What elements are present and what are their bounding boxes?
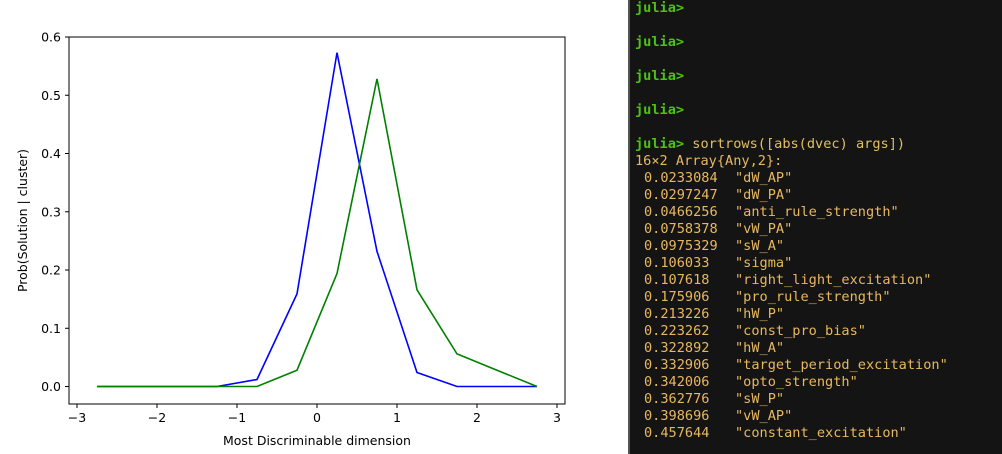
output-row: 0.0758378 "vW_PA" [635,221,1002,238]
x-tick-label: 3 [553,410,561,425]
output-row: 0.332906 "target_period_excitation" [635,357,1002,374]
row-value: 0.213226 [644,306,710,322]
julia-prompt: julia> [635,68,685,84]
y-tick-label: 0.1 [41,321,61,336]
prompt-line: julia> [635,34,1002,51]
output-row: 0.223262 "const_pro_bias" [635,323,1002,340]
output-row: 0.175906 "pro_rule_strength" [635,289,1002,306]
output-row: 0.107618 "right_light_excitation" [635,272,1002,289]
row-value: 0.107618 [644,272,710,288]
row-name: "target_period_excitation" [735,357,948,373]
row-name: "constant_excitation" [735,425,907,441]
row-value: 0.0297247 [644,187,718,203]
row-name: "hW_A" [735,340,785,356]
terminal-output: julia> julia> julia> julia> julia> sortrows(… [635,0,1002,442]
series-line-1 [97,78,538,388]
row-name: "vW_AP" [735,408,793,424]
row-value: 0.106033 [644,255,710,271]
y-tick-label: 0.0 [41,379,61,394]
row-name: "const_pro_bias" [735,323,866,339]
blank-line [635,119,1002,136]
blank-line [635,51,1002,68]
x-tick-label: −3 [68,410,86,425]
prompt-line: julia> [635,0,1002,17]
row-value: 0.457644 [644,425,710,441]
x-axis-label: Most Discriminable dimension [223,433,411,448]
row-value: 0.322892 [644,340,710,356]
line-chart: −3 −2 −1 0 1 2 3 0.0 0.1 0.2 0.3 0.4 0.5 0.6 Most Disc… [15,30,566,448]
output-row: 0.0975329 "sW_A" [635,238,1002,255]
row-value: 0.223262 [644,323,710,339]
row-value: 0.0233084 [644,170,718,186]
blank-line [635,85,1002,102]
prompt-line: julia> [635,102,1002,119]
x-tick-label: −2 [148,410,166,425]
x-tick-label: 1 [393,410,401,425]
row-value: 0.342006 [644,374,710,390]
blank-line [635,17,1002,34]
y-tick-label: 0.2 [41,263,61,278]
row-name: "vW_PA" [735,221,793,237]
row-value: 0.0758378 [644,221,718,237]
command-text: sortrows([abs(dvec) args]) [684,136,906,152]
y-tick-label: 0.3 [41,204,61,219]
x-tick-label: −1 [228,410,246,425]
julia-prompt: julia> [635,34,685,50]
output-row: 0.213226 "hW_P" [635,306,1002,323]
output-row: 0.398696 "vW_AP" [635,408,1002,425]
row-name: "pro_rule_strength" [735,289,891,305]
row-name: "sigma" [735,255,793,271]
row-name: "right_light_excitation" [735,272,932,288]
row-value: 0.175906 [644,289,710,305]
x-tick-label: 2 [473,410,481,425]
row-value: 0.0466256 [644,204,718,220]
row-value: 0.362776 [644,391,710,407]
plot-window: −3 −2 −1 0 1 2 3 0.0 0.1 0.2 0.3 0.4 0.5 0.6 Most Disc… [15,29,566,448]
output-row: 0.0297247 "dW_PA" [635,187,1002,204]
output-row: 0.0233084 "dW_AP" [635,170,1002,187]
row-name: "anti_rule_strength" [735,204,899,220]
y-tick-label: 0.6 [41,30,61,45]
julia-prompt: julia> [635,0,685,16]
julia-prompt: julia> [635,136,685,152]
array-header: 16×2 Array{Any,2}: [635,153,783,169]
output-row: 0.106033 "sigma" [635,255,1002,272]
y-tick-label: 0.5 [41,88,61,103]
julia-terminal[interactable]: julia> julia> julia> julia> julia> sortrows(… [628,0,1002,454]
prompt-line: julia> [635,68,1002,85]
row-name: "sW_A" [735,238,785,254]
output-row: 0.362776 "sW_P" [635,391,1002,408]
row-name: "dW_PA" [735,187,793,203]
series-line-0 [97,52,537,388]
x-tick-label: 0 [313,410,321,425]
row-name: "sW_P" [735,391,785,407]
row-name: "hW_P" [735,306,785,322]
y-tick-label: 0.4 [41,146,61,161]
output-row: 0.0466256 "anti_rule_strength" [635,204,1002,221]
command-line: julia> sortrows([abs(dvec) args]) [635,136,1002,153]
row-name: "opto_strength" [735,374,858,390]
axes-frame [68,36,566,405]
row-value: 0.398696 [644,408,710,424]
row-name: "dW_AP" [735,170,793,186]
y-axis-label: Prob(Solution | cluster) [15,149,30,292]
julia-prompt: julia> [635,102,685,118]
row-value: 0.0975329 [644,238,718,254]
output-row: 0.457644 "constant_excitation" [635,425,1002,442]
output-header: 16×2 Array{Any,2}: [635,153,1002,170]
output-row: 0.322892 "hW_A" [635,340,1002,357]
row-value: 0.332906 [644,357,710,373]
output-row: 0.342006 "opto_strength" [635,374,1002,391]
